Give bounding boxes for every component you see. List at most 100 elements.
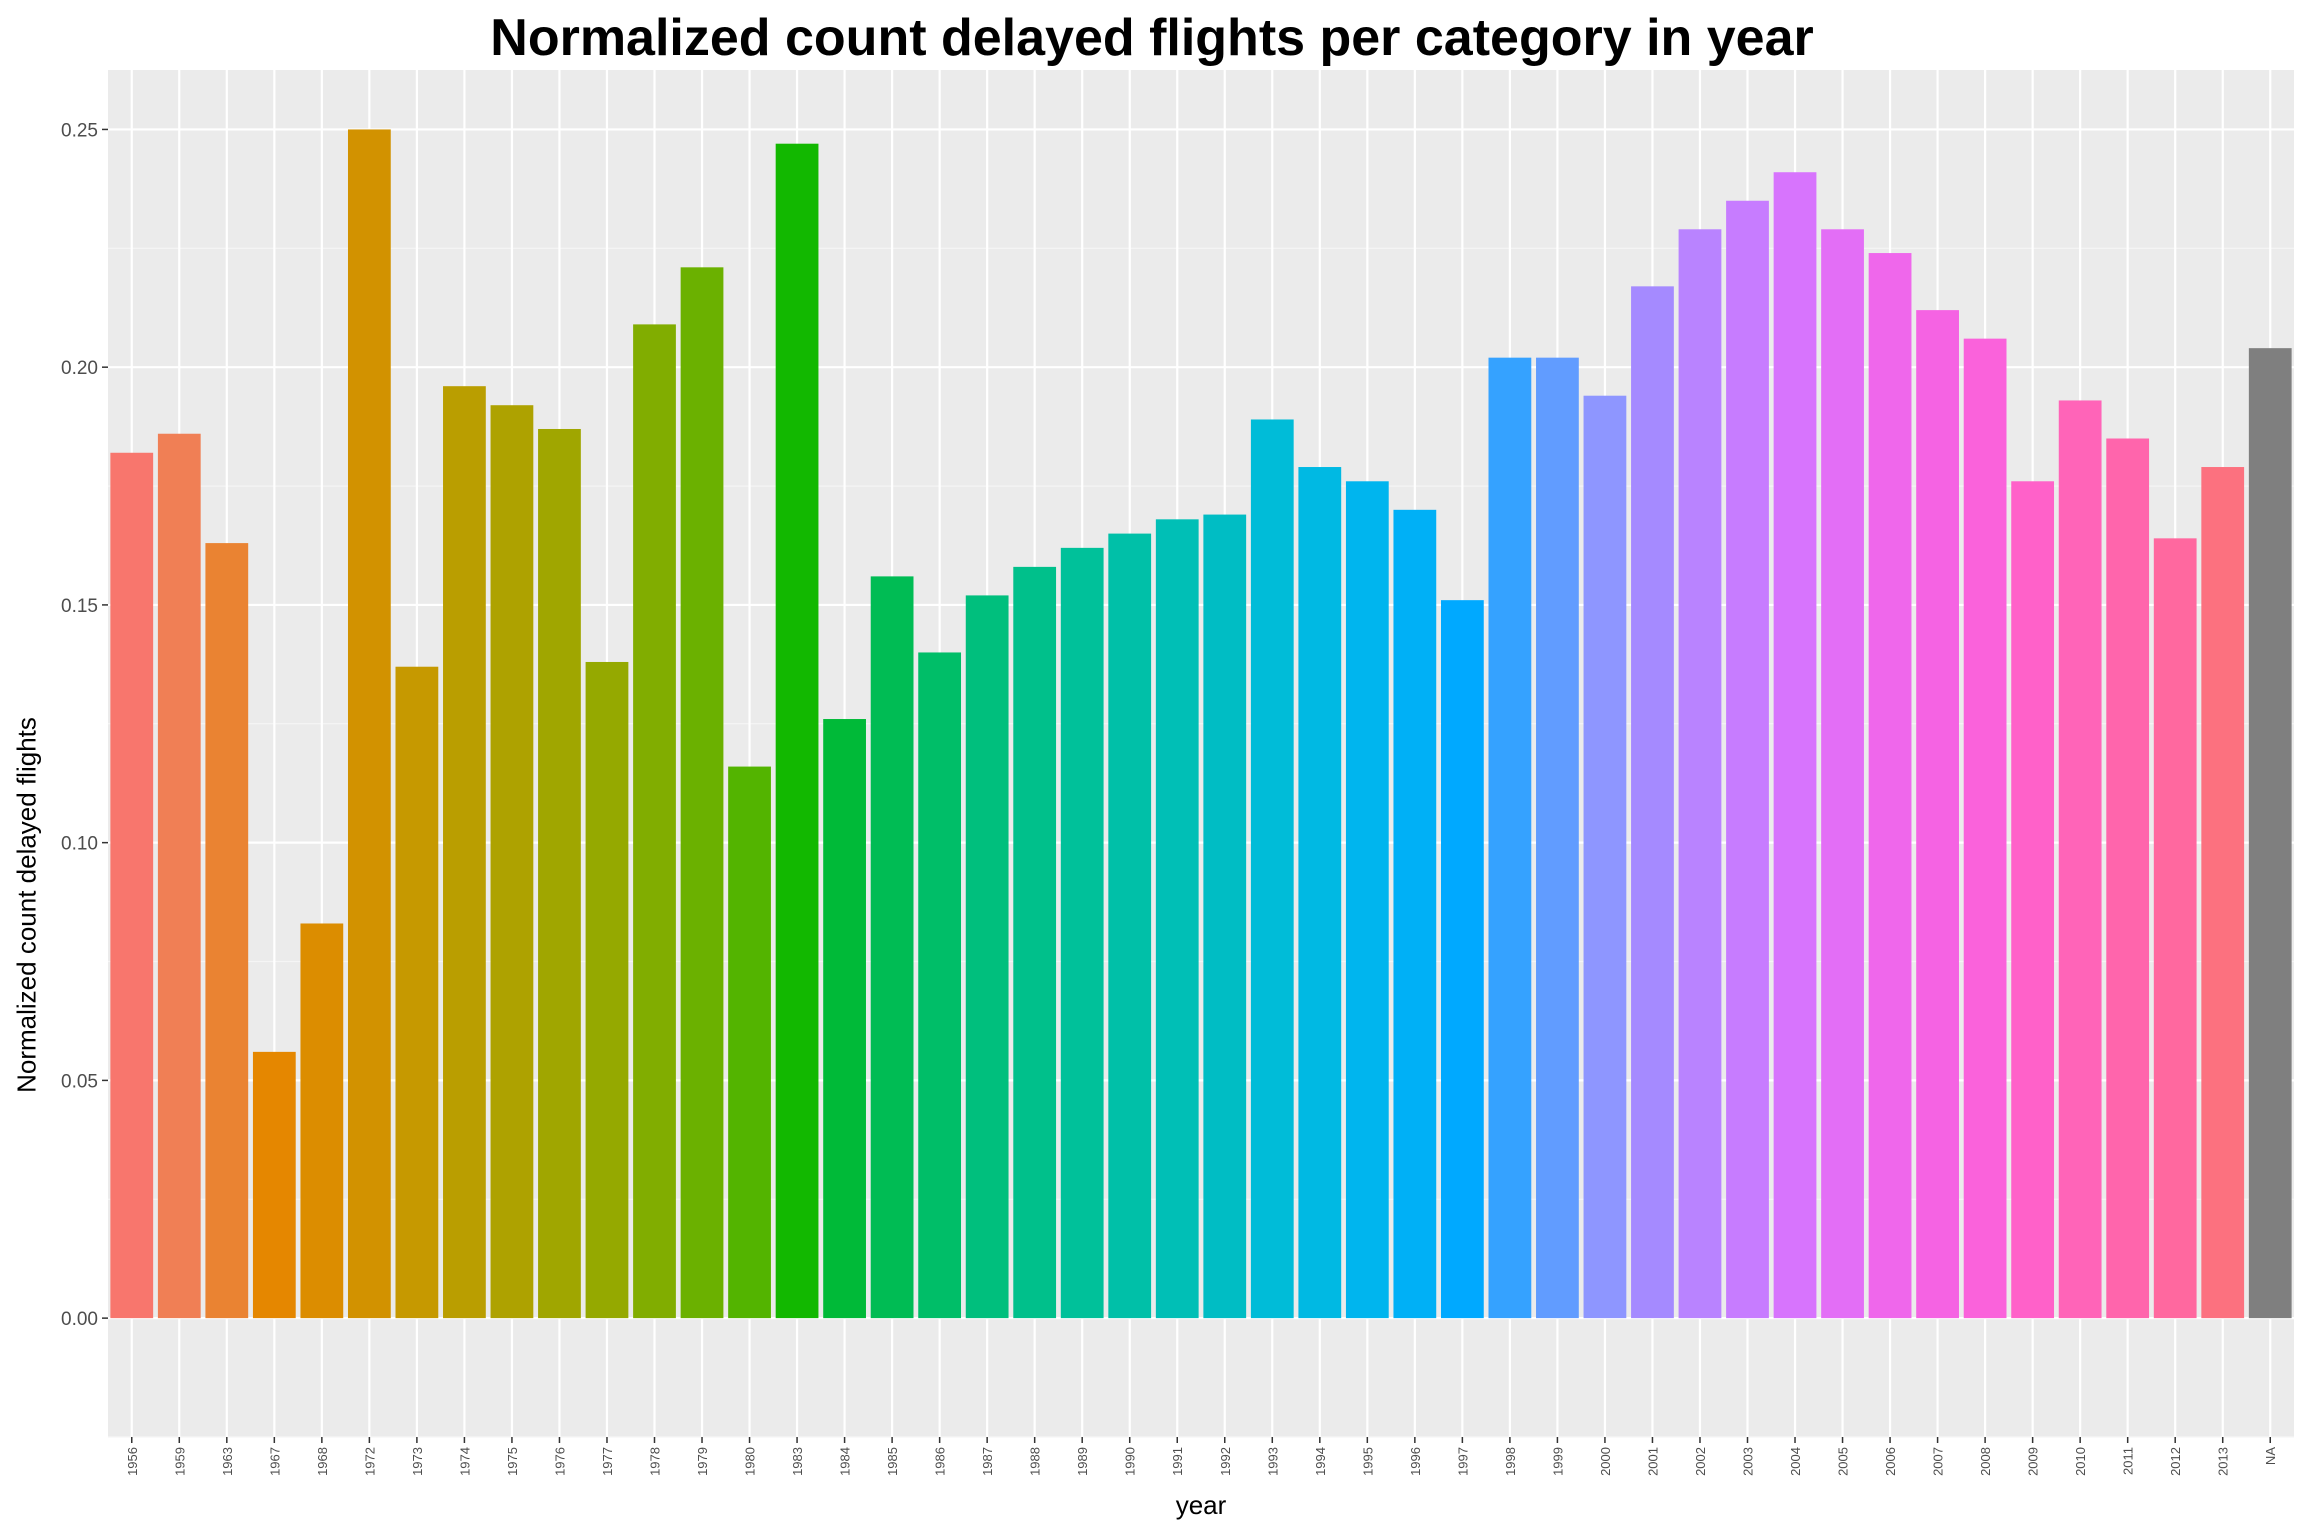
x-tick-label: 1959 bbox=[172, 1447, 187, 1476]
x-tick-label: 1968 bbox=[315, 1447, 330, 1476]
chart-title: Normalized count delayed flights per cat… bbox=[490, 9, 1814, 67]
x-tick-label: 1974 bbox=[457, 1447, 472, 1476]
bar-1989 bbox=[1060, 547, 1104, 1319]
bar-1988 bbox=[1013, 566, 1057, 1319]
x-tick-label: 2013 bbox=[2216, 1447, 2231, 1476]
bar-2000 bbox=[1583, 395, 1627, 1319]
x-tick-label: 1956 bbox=[125, 1447, 140, 1476]
y-axis-ticks: 0.00 0.05 0.10 0.15 0.20 0.25 bbox=[61, 120, 108, 1330]
x-tick-label: 1999 bbox=[1550, 1447, 1565, 1476]
bar-1999 bbox=[1536, 357, 1579, 1319]
bar-NA bbox=[2248, 348, 2292, 1319]
x-tick-label: 2012 bbox=[2168, 1447, 2183, 1476]
bar-1998 bbox=[1488, 357, 1532, 1319]
x-tick-label: 2009 bbox=[2026, 1447, 2041, 1476]
x-tick-label: 1985 bbox=[885, 1447, 900, 1476]
x-tick-label: 1995 bbox=[1360, 1447, 1375, 1476]
x-tick-label: 1977 bbox=[600, 1447, 615, 1476]
bar-2008 bbox=[1963, 338, 2007, 1319]
y-tick-label: 0.05 bbox=[61, 1071, 98, 1092]
bar-1976 bbox=[538, 428, 581, 1319]
x-tick-label: 2004 bbox=[1788, 1447, 1803, 1476]
y-tick-label: 0.25 bbox=[61, 120, 98, 141]
bar-1972 bbox=[347, 129, 391, 1319]
bar-2012 bbox=[2153, 538, 2197, 1319]
x-tick-label: 2001 bbox=[1645, 1447, 1660, 1476]
y-tick-label: 0.15 bbox=[61, 596, 98, 617]
bar-1990 bbox=[1108, 533, 1152, 1319]
bar-2004 bbox=[1773, 172, 1817, 1319]
bar-1959 bbox=[157, 433, 201, 1319]
x-tick-label: 1998 bbox=[1503, 1447, 1518, 1476]
bar-1956 bbox=[110, 452, 154, 1319]
bar-1979 bbox=[680, 267, 724, 1319]
x-tick-label: 1987 bbox=[980, 1447, 995, 1476]
y-tick-label: 0.10 bbox=[61, 834, 98, 855]
y-tick-label: 0.20 bbox=[61, 358, 98, 379]
y-tick-label: 0.00 bbox=[61, 1309, 98, 1330]
bar-1973 bbox=[395, 666, 439, 1319]
bar-2001 bbox=[1631, 286, 1674, 1319]
x-tick-label: 1967 bbox=[267, 1447, 282, 1476]
x-tick-label: 2011 bbox=[2121, 1447, 2136, 1475]
x-tick-label: 1978 bbox=[648, 1447, 663, 1476]
bar-1983 bbox=[775, 143, 819, 1319]
x-axis-title: year bbox=[1175, 1490, 1227, 1520]
bar-1995 bbox=[1345, 481, 1389, 1319]
bar-2011 bbox=[2106, 438, 2150, 1319]
bar-1994 bbox=[1298, 467, 1342, 1319]
bar-1993 bbox=[1250, 419, 1294, 1319]
x-tick-label: 1983 bbox=[790, 1447, 805, 1476]
x-tick-label: 1993 bbox=[1265, 1447, 1280, 1476]
bar-2003 bbox=[1726, 200, 1769, 1319]
x-tick-label: 2006 bbox=[1883, 1447, 1898, 1476]
bar-1997 bbox=[1440, 600, 1484, 1319]
bar-2009 bbox=[2011, 481, 2055, 1319]
bar-2007 bbox=[1916, 310, 1959, 1319]
bar-1980 bbox=[728, 766, 771, 1319]
bar-2002 bbox=[1678, 229, 1722, 1319]
x-tick-label: 1980 bbox=[743, 1447, 758, 1476]
x-tick-label: 1997 bbox=[1455, 1447, 1470, 1476]
bar-1968 bbox=[300, 923, 344, 1319]
x-tick-label: 2007 bbox=[1931, 1447, 1946, 1476]
x-tick-label: 1994 bbox=[1313, 1447, 1328, 1476]
x-tick-label: 1989 bbox=[1075, 1447, 1090, 1476]
bar-1975 bbox=[490, 405, 534, 1319]
bar-1991 bbox=[1155, 519, 1199, 1319]
bar-1996 bbox=[1393, 509, 1437, 1319]
x-tick-label: 1979 bbox=[695, 1447, 710, 1476]
x-tick-label: 2005 bbox=[1836, 1447, 1851, 1476]
bar-2013 bbox=[2201, 467, 2245, 1319]
x-tick-label: 1991 bbox=[1170, 1447, 1185, 1476]
x-tick-label: 2010 bbox=[2073, 1447, 2088, 1476]
bar-1987 bbox=[965, 595, 1009, 1319]
x-tick-label: 1963 bbox=[220, 1447, 235, 1476]
bar-2006 bbox=[1868, 253, 1912, 1319]
x-tick-label: 1986 bbox=[933, 1447, 948, 1476]
x-tick-label: 2008 bbox=[1978, 1447, 1993, 1476]
x-tick-label: 1990 bbox=[1123, 1447, 1138, 1476]
x-tick-label: 2002 bbox=[1693, 1447, 1708, 1476]
bar-2010 bbox=[2058, 400, 2102, 1319]
bar-1974 bbox=[443, 386, 486, 1319]
x-tick-label: 2003 bbox=[1741, 1447, 1756, 1476]
bar-1992 bbox=[1203, 514, 1247, 1319]
x-tick-label: 1988 bbox=[1028, 1447, 1043, 1476]
bar-1986 bbox=[918, 652, 962, 1319]
x-tick-label: 1976 bbox=[552, 1447, 567, 1476]
bar-1978 bbox=[633, 324, 676, 1319]
x-tick-label: 1984 bbox=[838, 1447, 853, 1476]
x-tick-label: 1973 bbox=[410, 1447, 425, 1476]
bar-2005 bbox=[1821, 229, 1864, 1319]
bars bbox=[110, 129, 2292, 1319]
x-axis-ticks: 1956 1959 1963 1967 1968 1972 1973 1974 1975 1976… bbox=[125, 1437, 2278, 1476]
x-tick-label: 1975 bbox=[505, 1447, 520, 1476]
x-tick-label: NA bbox=[2263, 1447, 2278, 1465]
bar-1977 bbox=[585, 661, 629, 1319]
bar-1967 bbox=[252, 1051, 296, 1319]
bar-1985 bbox=[870, 576, 914, 1319]
x-tick-label: 1972 bbox=[362, 1447, 377, 1476]
bar-1963 bbox=[205, 543, 249, 1319]
